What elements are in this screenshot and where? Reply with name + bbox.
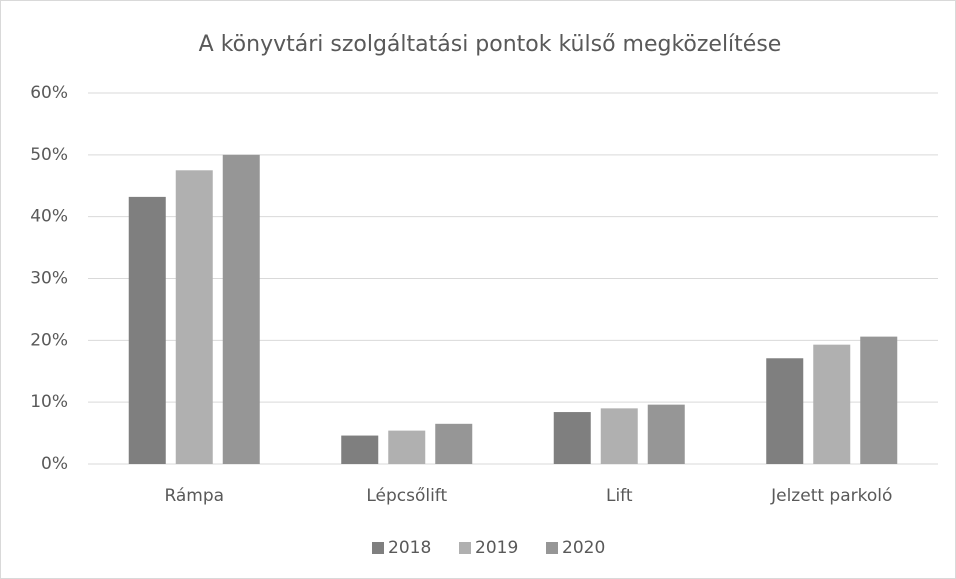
y-tick-label: 20% [30, 330, 68, 350]
x-tick-label: Lift [606, 486, 633, 506]
y-tick-label: 60% [30, 83, 68, 103]
bar [647, 404, 685, 464]
bar [435, 423, 473, 464]
legend-label: 2020 [562, 538, 605, 558]
legend-label: 2019 [475, 538, 518, 558]
y-tick-label: 10% [30, 392, 68, 412]
bar [766, 358, 804, 464]
bar [341, 435, 379, 464]
bar [813, 344, 851, 464]
x-tick-label: Lépcsőlift [366, 486, 447, 506]
x-tick-label: Jelzett parkoló [770, 486, 892, 506]
bar [175, 170, 213, 464]
legend-swatch [459, 542, 471, 554]
bar [128, 196, 166, 464]
bar [860, 336, 898, 464]
legend-swatch [546, 542, 558, 554]
legend-label: 2018 [388, 538, 431, 558]
y-tick-label: 50% [30, 145, 68, 165]
chart-title: A könyvtári szolgáltatási pontok külső m… [199, 32, 782, 57]
bar [553, 412, 591, 464]
x-tick-label: Rámpa [164, 486, 224, 506]
legend-swatch [372, 542, 384, 554]
bar [600, 408, 638, 464]
y-tick-label: 40% [30, 207, 68, 227]
bar [388, 430, 426, 464]
y-tick-label: 30% [30, 269, 68, 289]
bar [222, 154, 260, 465]
y-tick-label: 0% [41, 454, 68, 474]
